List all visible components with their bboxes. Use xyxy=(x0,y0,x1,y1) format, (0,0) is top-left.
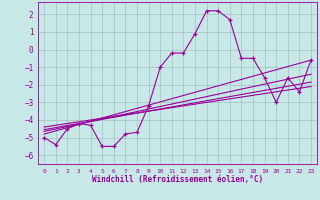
X-axis label: Windchill (Refroidissement éolien,°C): Windchill (Refroidissement éolien,°C) xyxy=(92,175,263,184)
